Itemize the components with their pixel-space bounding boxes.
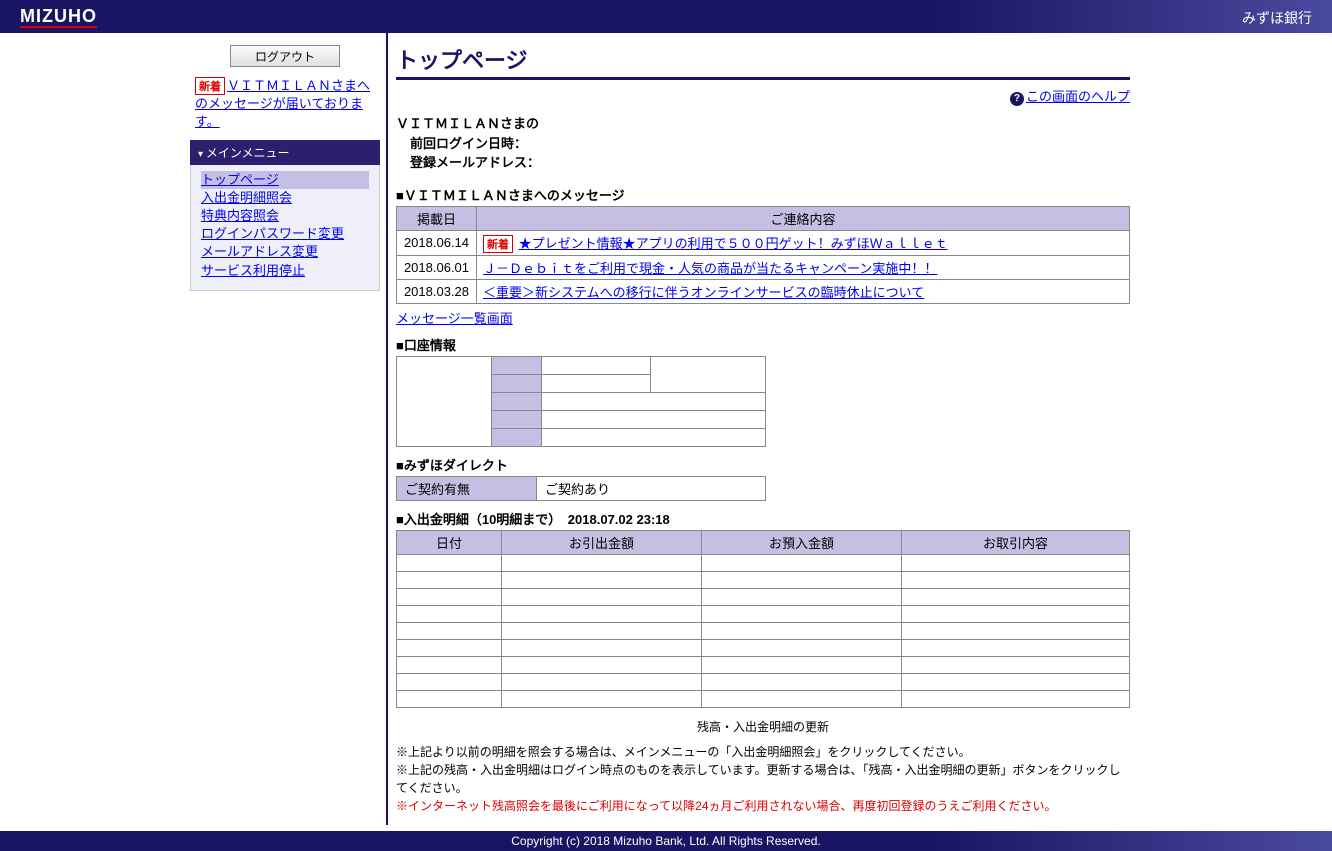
bank-name: みずほ銀行 [1242,8,1312,28]
table-row [397,588,1130,605]
menu-item-transactions[interactable]: 入出金明細照会 [201,189,369,207]
message-cell: 新着 ★プレゼント情報★アプリの利用で５００円ゲット！みずほＷａｌｌｅｔ [477,230,1130,255]
user-name-line: ＶＩＴＭＩＬＡＮさまの [396,114,1130,134]
direct-title: ■みずほダイレクト [396,455,1130,474]
messages-col-date: 掲載日 [397,206,477,230]
last-login-label: 前回ログイン日時： [396,134,1130,154]
new-badge-icon: 新着 [483,235,513,253]
message-cell: ＜重要＞新システムへの移行に伴うオンラインサービスの臨時休止について [477,279,1130,303]
table-row [397,554,1130,571]
help-icon: ? [1010,92,1024,106]
footer: Copyright (c) 2018 Mizuho Bank, Ltd. All… [0,831,1332,851]
direct-label: ご契約有無 [397,476,537,500]
table-row [397,571,1130,588]
help-link[interactable]: この画面のヘルプ [1026,89,1130,104]
messages-table: 掲載日 ご連絡内容 2018.06.14新着 ★プレゼント情報★アプリの利用で５… [396,206,1130,304]
table-row [397,622,1130,639]
menu-item-benefits[interactable]: 特典内容照会 [201,207,369,225]
page-title: トップページ [396,43,1130,80]
message-cell: Ｊ－Ｄｅｂｉｔをご利用で現金・人気の商品が当たるキャンペーン実施中！！ [477,255,1130,279]
note-1: ※上記より以前の明細を照会する場合は、メインメニューの「入出金明細照会」をクリッ… [396,743,1130,761]
direct-table: ご契約有無 ご契約あり [396,476,766,501]
messages-title: ■ＶＩＴＭＩＬＡＮさまへのメッセージ [396,185,1130,204]
menu-list: トップページ 入出金明細照会 特典内容照会 ログインパスワード変更 メールアドレ… [190,165,380,291]
header-bar: MIZUHO みずほ銀行 [0,0,1332,33]
message-date: 2018.06.14 [397,230,477,255]
message-date: 2018.03.28 [397,279,477,303]
logout-button[interactable]: ログアウト [230,45,340,67]
sidebar-notice: 新着ＶＩＴＭＩＬＡＮさまへのメッセージが届いております。 [190,77,380,140]
transactions-table: 日付 お引出金額 お預入金額 お取引内容 [396,530,1130,708]
menu-item-password[interactable]: ログインパスワード変更 [201,225,369,243]
email-label: 登録メールアドレス： [396,153,1130,173]
note-2: ※上記の残高・入出金明細はログイン時点のものを表示しています。更新する場合は、「… [396,761,1130,797]
menu-title: メインメニュー [190,140,380,165]
messages-col-content: ご連絡内容 [477,206,1130,230]
trans-col-desc: お取引内容 [902,530,1130,554]
messages-list-link[interactable]: メッセージ一覧画面 [396,308,513,327]
message-link[interactable]: ＜重要＞新システムへの移行に伴うオンラインサービスの臨時休止について [483,285,924,300]
table-row [397,656,1130,673]
trans-col-date: 日付 [397,530,502,554]
user-info: ＶＩＴＭＩＬＡＮさまの 前回ログイン日時： 登録メールアドレス： [396,114,1130,173]
trans-col-withdraw: お引出金額 [502,530,702,554]
direct-value: ご契約あり [537,476,766,500]
note-warn: ※インターネット残高照会を最後にご利用になって以降24ヵ月ご利用されない場合、再… [396,797,1130,815]
new-badge-icon: 新着 [195,77,225,95]
notes: ※上記より以前の明細を照会する場合は、メインメニューの「入出金明細照会」をクリッ… [396,743,1130,815]
table-row [397,639,1130,656]
table-row [397,673,1130,690]
account-title: ■口座情報 [396,335,1130,354]
menu-item-stop[interactable]: サービス利用停止 [201,262,369,280]
menu-item-top[interactable]: トップページ [201,171,369,189]
trans-col-deposit: お預入金額 [702,530,902,554]
message-link[interactable]: ★プレゼント情報★アプリの利用で５００円ゲット！みずほＷａｌｌｅｔ [519,236,948,251]
message-date: 2018.06.01 [397,255,477,279]
account-table [396,356,766,447]
menu-item-email[interactable]: メールアドレス変更 [201,243,369,261]
message-link[interactable]: Ｊ－Ｄｅｂｉｔをご利用で現金・人気の商品が当たるキャンペーン実施中！！ [483,261,937,276]
update-balance-label[interactable]: 残高・入出金明細の更新 [697,720,829,734]
logo: MIZUHO [20,7,97,28]
table-row [397,605,1130,622]
transactions-title: ■入出金明細（10明細まで） 2018.07.02 23:18 [396,509,1130,528]
table-row [397,690,1130,707]
